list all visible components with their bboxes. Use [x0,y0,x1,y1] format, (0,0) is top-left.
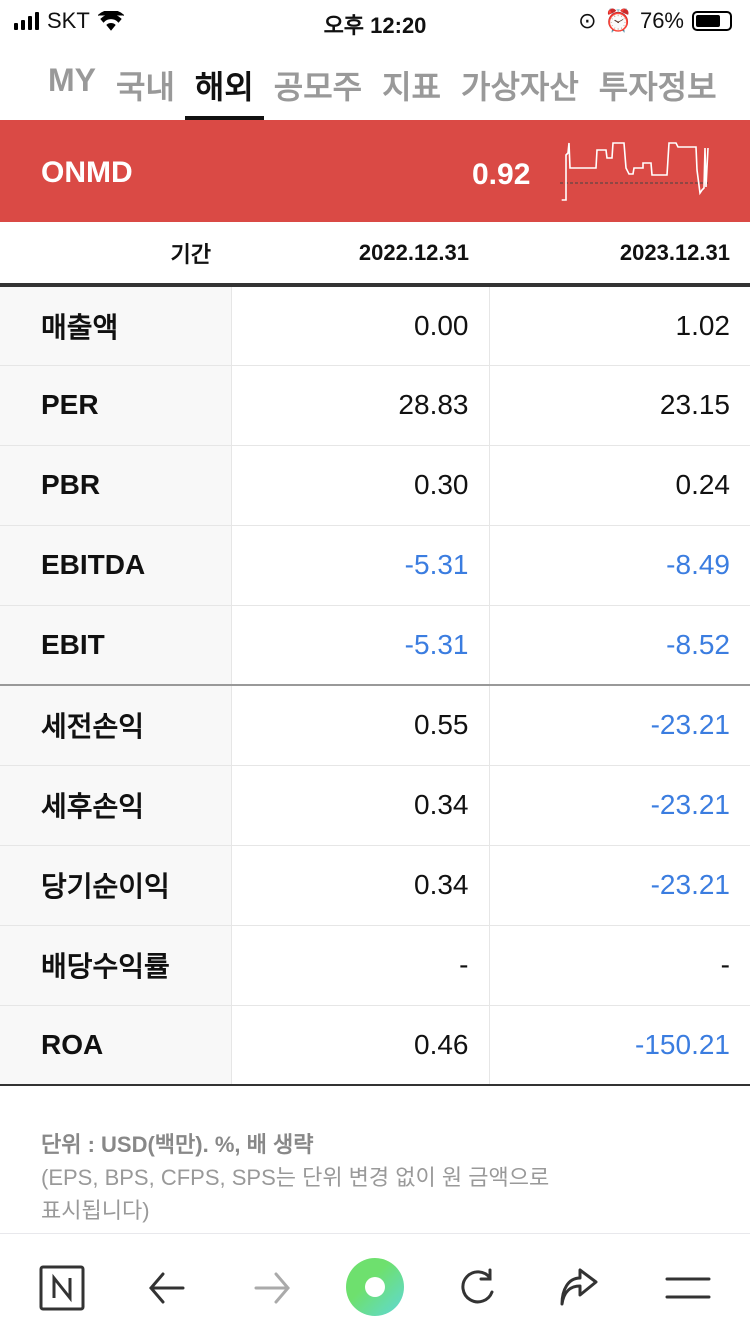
row-label: PER [0,365,231,446]
cell: 1.02 [488,285,750,366]
table-row: PBR 0.30 0.24 [0,445,750,526]
stock-symbol: ONMD [41,156,133,189]
cell: -150.21 [488,1005,750,1086]
tab-my[interactable]: MY [48,62,96,98]
row-label: 세후손익 [0,765,231,846]
table-row: 배당수익률 - - [0,925,750,1006]
row-label: 당기순이익 [0,845,231,926]
refresh-icon[interactable] [454,1264,502,1312]
tab-crypto[interactable]: 가상자산 [461,69,579,105]
carrier-name: SKT [47,8,90,33]
forward-arrow-icon[interactable] [248,1264,296,1312]
cell: 23.15 [488,365,750,446]
header-period: 기간 [0,222,231,287]
table-row: 세후손익 0.34 -23.21 [0,765,750,846]
table-row: ROA 0.46 -150.21 [0,1005,750,1086]
clock: 오후 12:20 [323,13,427,38]
tab-ipo[interactable]: 공모주 [273,69,363,105]
table-row: EBIT -5.31 -8.52 [0,605,750,686]
naver-n-icon[interactable] [38,1264,86,1312]
signal-icon [14,12,39,30]
cell: 0.34 [230,845,489,926]
header-2023: 2023.12.31 [489,222,750,287]
table-row: 당기순이익 0.34 -23.21 [0,845,750,926]
header-2022: 2022.12.31 [231,222,489,287]
cell: 0.46 [230,1005,489,1086]
alarm-icon: ⏰ [604,8,632,33]
cell: -8.52 [488,605,750,686]
sparkline-chart [560,142,709,201]
battery-percent: 76% [639,8,684,33]
row-label: 배당수익률 [0,925,231,1006]
row-label: 세전손익 [0,685,231,766]
cell: 0.34 [230,765,489,846]
cell: 28.83 [230,365,489,446]
unit-note-detail-1: (EPS, BPS, CFPS, SPS는 단위 변경 없이 원 금액으로 [41,1165,550,1190]
cell: -23.21 [488,845,750,926]
cell: 0.00 [230,285,489,366]
tab-overseas[interactable]: 해외 [184,52,264,120]
cell: -8.49 [488,525,750,606]
stock-header[interactable]: ONMD 0.92 [0,120,750,222]
wifi-icon [97,11,124,31]
cell: -23.21 [488,765,750,846]
cell: -5.31 [230,605,489,686]
back-arrow-icon[interactable] [143,1264,191,1312]
menu-icon[interactable] [664,1264,712,1312]
browser-toolbar [0,1233,750,1334]
status-bar: SKT 오후 12:20 ⊙ ⏰ 76% [0,0,750,40]
cell: -5.31 [230,525,489,606]
cell: 0.24 [488,445,750,526]
unit-note-title: 단위 : USD(백만). %, 배 생략 [41,1132,314,1157]
tab-indicators[interactable]: 지표 [382,69,441,105]
unit-note-detail-2: 표시됩니다) [41,1198,150,1223]
row-label: 매출액 [0,285,231,366]
cell: 0.30 [230,445,489,526]
table-row: 세전손익 0.55 -23.21 [0,685,750,766]
row-label: PBR [0,445,231,526]
cell: - [488,925,750,1006]
orientation-lock-icon: ⊙ [578,8,597,33]
table-row: EBITDA -5.31 -8.49 [0,525,750,606]
financials-table: 기간 2022.12.31 2023.12.31 매출액 0.00 1.02 PER… [0,222,750,1086]
cell: - [230,925,489,1006]
share-icon[interactable] [558,1264,606,1312]
cell: 0.55 [230,685,489,766]
unit-note: 단위 : USD(백만). %, 배 생략 (EPS, BPS, CFPS, S… [41,1128,549,1227]
row-label: EBITDA [0,525,231,606]
carrier: SKT [14,8,124,34]
row-label: EBIT [0,605,231,686]
tab-invest-info[interactable]: 투자정보 [598,69,717,105]
table-row: PER 28.83 23.15 [0,365,750,446]
category-tabs: MY 국내 해외 공모주 지표 가상자산 투자정보 [0,52,750,120]
green-dot-icon[interactable] [345,1257,405,1317]
battery-icon [692,11,732,31]
table-row: 매출액 0.00 1.02 [0,285,750,366]
tab-domestic[interactable]: 국내 [116,69,175,105]
cell: -23.21 [488,685,750,766]
table-header: 기간 2022.12.31 2023.12.31 [0,222,750,287]
stock-price: 0.92 [472,158,531,191]
row-label: ROA [0,1005,231,1086]
